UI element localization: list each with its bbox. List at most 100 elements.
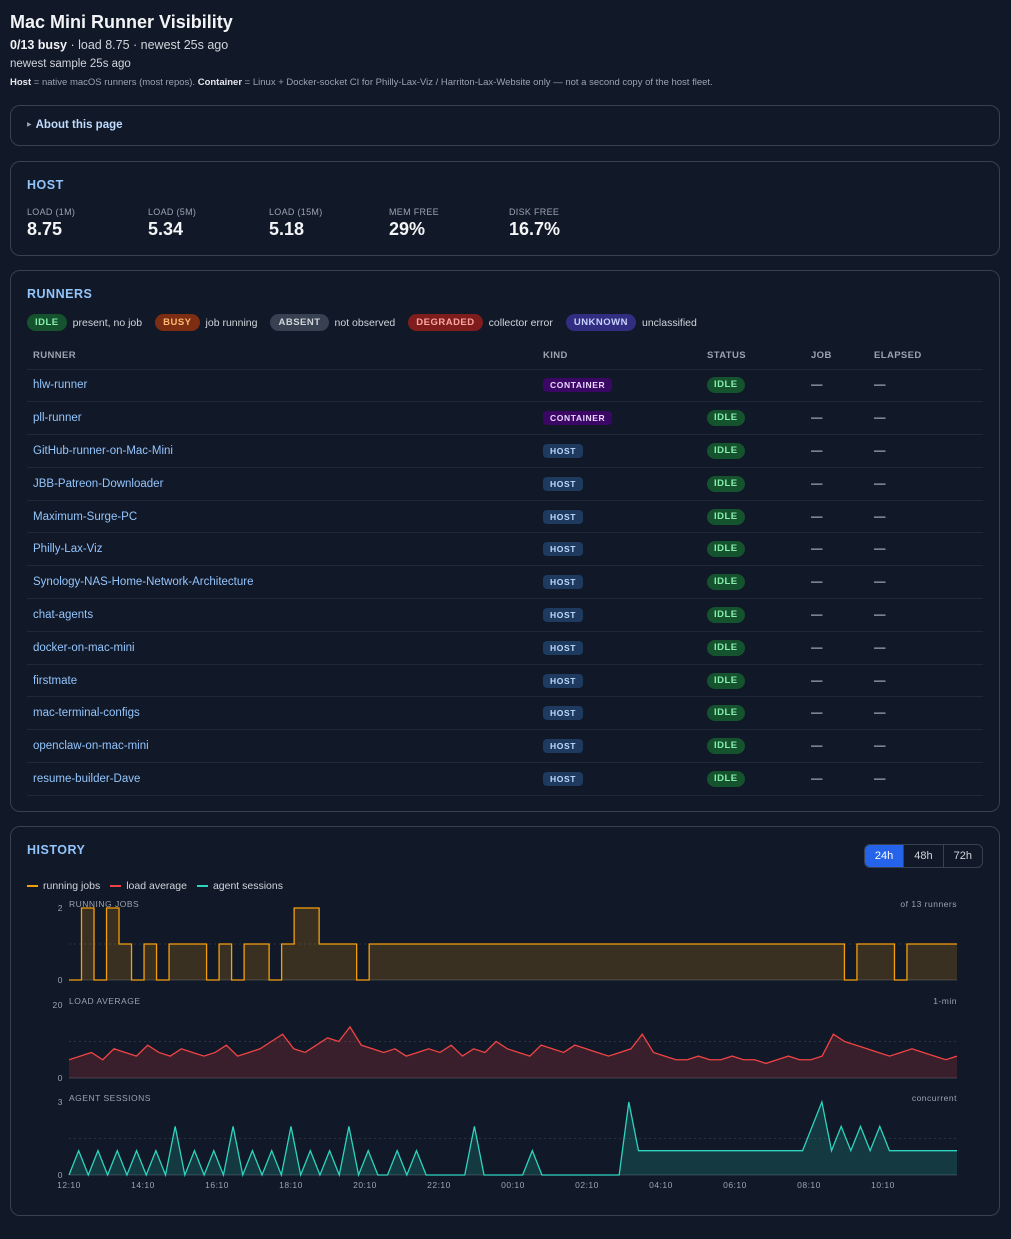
runner-name[interactable]: Philly-Lax-Viz [27, 532, 537, 567]
status-badge: IDLE [707, 574, 745, 591]
runners-title: RUNNERS [27, 287, 93, 301]
range-24h[interactable]: 24h [864, 845, 904, 867]
legend-pill-busy: BUSY [155, 314, 200, 331]
stat-value: 29% [389, 219, 426, 239]
kind-badge: HOST [543, 739, 584, 754]
table-row[interactable]: docker-on-mac-mini HOST IDLE — — [27, 631, 983, 665]
status-badge: IDLE [707, 475, 745, 492]
kind-badge: CONTAINER [543, 411, 613, 426]
job-cell: — [805, 762, 868, 796]
runner-name[interactable]: mac-terminal-configs [27, 696, 537, 731]
runner-name[interactable]: hlw-runner [27, 369, 537, 403]
job-cell: — [805, 696, 868, 731]
runner-name[interactable]: GitHub-runner-on-Mac-Mini [27, 434, 537, 468]
elapsed-cell: — [868, 696, 983, 731]
about-toggle[interactable]: ▶ About this page [27, 119, 123, 131]
stat-label: MEM FREE [389, 207, 439, 217]
runner-name[interactable]: firstmate [27, 664, 537, 698]
range-72h[interactable]: 72h [942, 845, 982, 867]
legend-pill-unknown: UNKNOWN [565, 314, 636, 331]
table-row[interactable]: mac-terminal-configs HOST IDLE — — [27, 696, 983, 731]
history-legend: running jobs load average agent sessions [27, 880, 293, 892]
x-tick-label: 06:10 [723, 1180, 747, 1190]
status-badge: IDLE [707, 377, 745, 394]
chart-title: LOAD AVERAGE [69, 996, 141, 1006]
table-row[interactable]: Maximum-Surge-PC HOST IDLE — — [27, 500, 983, 534]
table-row[interactable]: openclaw-on-mac-mini HOST IDLE — — [27, 729, 983, 764]
job-cell: — [805, 467, 868, 501]
status-cell: IDLE [701, 565, 805, 600]
table-row[interactable]: chat-agents HOST IDLE — — [27, 598, 983, 632]
status-cell: IDLE [701, 500, 805, 534]
kind-cell: HOST [537, 598, 701, 632]
host-title: HOST [27, 178, 64, 192]
table-header-row: RUNNER KIND STATUS JOB ELAPSED [27, 343, 983, 370]
kind-badge: HOST [543, 476, 584, 491]
kind-badge: HOST [543, 640, 584, 655]
col-runner[interactable]: RUNNER [27, 343, 537, 370]
series-line-2 [68, 1099, 957, 1178]
x-tick-label: 08:10 [797, 1180, 821, 1190]
series-line-0 [69, 907, 957, 981]
kind-cell: HOST [537, 664, 701, 698]
kind-explanation: Host = native macOS runners (most repos)… [10, 76, 1000, 90]
table-row[interactable]: pll-runner CONTAINER IDLE — — [27, 401, 983, 436]
runner-name[interactable]: resume-builder-Dave [27, 762, 537, 796]
status-cell: IDLE [701, 631, 805, 665]
y-tick-label: 3 [58, 1097, 63, 1107]
x-tick-label: 18:10 [279, 1180, 303, 1190]
series-area-2 [69, 1102, 957, 1175]
kind-badge: HOST [543, 673, 584, 688]
elapsed-cell: — [868, 500, 983, 534]
status-cell: IDLE [701, 729, 805, 764]
kind-cell: HOST [537, 500, 701, 534]
runner-name[interactable]: chat-agents [27, 598, 537, 632]
job-cell: — [805, 664, 868, 698]
runner-name[interactable]: openclaw-on-mac-mini [27, 729, 537, 764]
elapsed-cell: — [868, 467, 983, 501]
stat-value: 16.7% [509, 219, 561, 239]
runner-name[interactable]: pll-runner [27, 401, 537, 436]
legend-pill-absent: ABSENT [270, 314, 329, 331]
kind-badge: HOST [543, 509, 584, 524]
range-toggle: 24h 48h 72h [863, 844, 983, 868]
stat-label: LOAD (15M) [269, 207, 323, 217]
col-status[interactable]: STATUS [701, 343, 805, 370]
status-badge: IDLE [707, 410, 745, 427]
kind-cell: HOST [537, 467, 701, 501]
history-panel: HISTORY 24h 48h 72h running jobs load avera… [10, 826, 1000, 1216]
page-header: Mac Mini Runner Visibility 0/13 busy · l… [10, 10, 1000, 90]
kind-badge: HOST [543, 706, 584, 721]
runner-name[interactable]: Maximum-Surge-PC [27, 500, 537, 534]
table-row[interactable]: resume-builder-Dave HOST IDLE — — [27, 762, 983, 796]
col-job[interactable]: JOB [805, 343, 868, 370]
table-row[interactable]: hlw-runner CONTAINER IDLE — — [27, 369, 983, 403]
chart-note: concurrent [912, 1093, 957, 1103]
table-row[interactable]: Synology-NAS-Home-Network-Architecture HO… [27, 565, 983, 600]
table-row[interactable]: firstmate HOST IDLE — — [27, 664, 983, 698]
range-48h[interactable]: 48h [903, 845, 942, 867]
stat-load-1m: LOAD (1M) 8.75 [27, 207, 75, 240]
load-summary: · load 8.75 · newest 25s ago [66, 38, 229, 52]
table-row[interactable]: GitHub-runner-on-Mac-Mini HOST IDLE — — [27, 434, 983, 468]
runner-name[interactable]: docker-on-mac-mini [27, 631, 537, 665]
table-row[interactable]: JBB-Patreon-Downloader HOST IDLE — — [27, 467, 983, 501]
status-cell: IDLE [701, 664, 805, 698]
elapsed-cell: — [868, 664, 983, 698]
status-badge: IDLE [707, 508, 745, 525]
kind-cell: HOST [537, 729, 701, 764]
table-row[interactable]: Philly-Lax-Viz HOST IDLE — — [27, 532, 983, 567]
container-desc: = Linux + Docker-socket CI for Philly-La… [242, 77, 713, 88]
chart-note: 1-min [933, 996, 957, 1006]
legend-label: running jobs [43, 880, 101, 892]
col-elapsed[interactable]: ELAPSED [868, 343, 983, 370]
status-badge: IDLE [707, 639, 745, 656]
y-tick-label: 0 [58, 1170, 63, 1180]
legend-swatch [27, 885, 38, 887]
col-kind[interactable]: KIND [537, 343, 701, 370]
elapsed-cell: — [868, 631, 983, 665]
runner-name[interactable]: Synology-NAS-Home-Network-Architecture [27, 565, 537, 600]
runner-name[interactable]: JBB-Patreon-Downloader [27, 467, 537, 501]
elapsed-cell: — [868, 369, 983, 403]
legend-pill-idle: IDLE [27, 314, 67, 331]
